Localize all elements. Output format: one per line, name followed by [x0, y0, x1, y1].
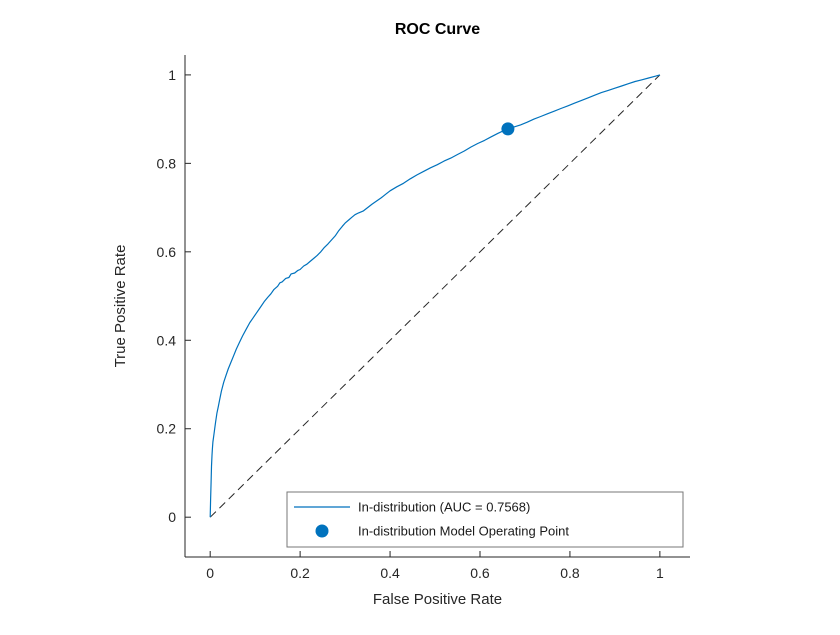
y-tick-label: 0.8	[157, 155, 177, 171]
legend-label-roc: In-distribution (AUC = 0.7568)	[358, 500, 530, 515]
operating-point-marker	[501, 122, 515, 136]
x-tick-label: 0.4	[380, 565, 400, 581]
legend: In-distribution (AUC = 0.7568) In-distri…	[286, 491, 684, 548]
legend-label-operating-point: In-distribution Model Operating Point	[358, 524, 569, 539]
axes: 0 0.2 0.4 0.6 0.8 1 0 0.2 0.4 0.6 0.8 1	[157, 55, 690, 581]
x-tick-label: 0.8	[560, 565, 580, 581]
in-distribution-roc-line	[209, 74, 661, 518]
y-tick-label: 0.2	[157, 421, 177, 437]
x-tick-label: 0.2	[290, 565, 310, 581]
chance-diagonal-line	[209, 74, 661, 518]
legend-box	[286, 491, 684, 548]
x-tick-label: 0.6	[470, 565, 490, 581]
y-tick-label: 0	[168, 509, 176, 525]
x-axis-label: False Positive Rate	[373, 591, 502, 608]
y-tick-label: 0.6	[157, 244, 177, 260]
legend-dot-sample-icon	[315, 524, 329, 538]
x-tick-label: 0	[206, 565, 214, 581]
y-axis-label: True Positive Rate	[112, 245, 129, 368]
x-tick-label: 1	[656, 565, 664, 581]
series	[209, 74, 661, 518]
chart-title: ROC Curve	[395, 21, 480, 38]
y-tick-label: 1	[168, 67, 176, 83]
y-tick-label: 0.4	[157, 332, 177, 348]
